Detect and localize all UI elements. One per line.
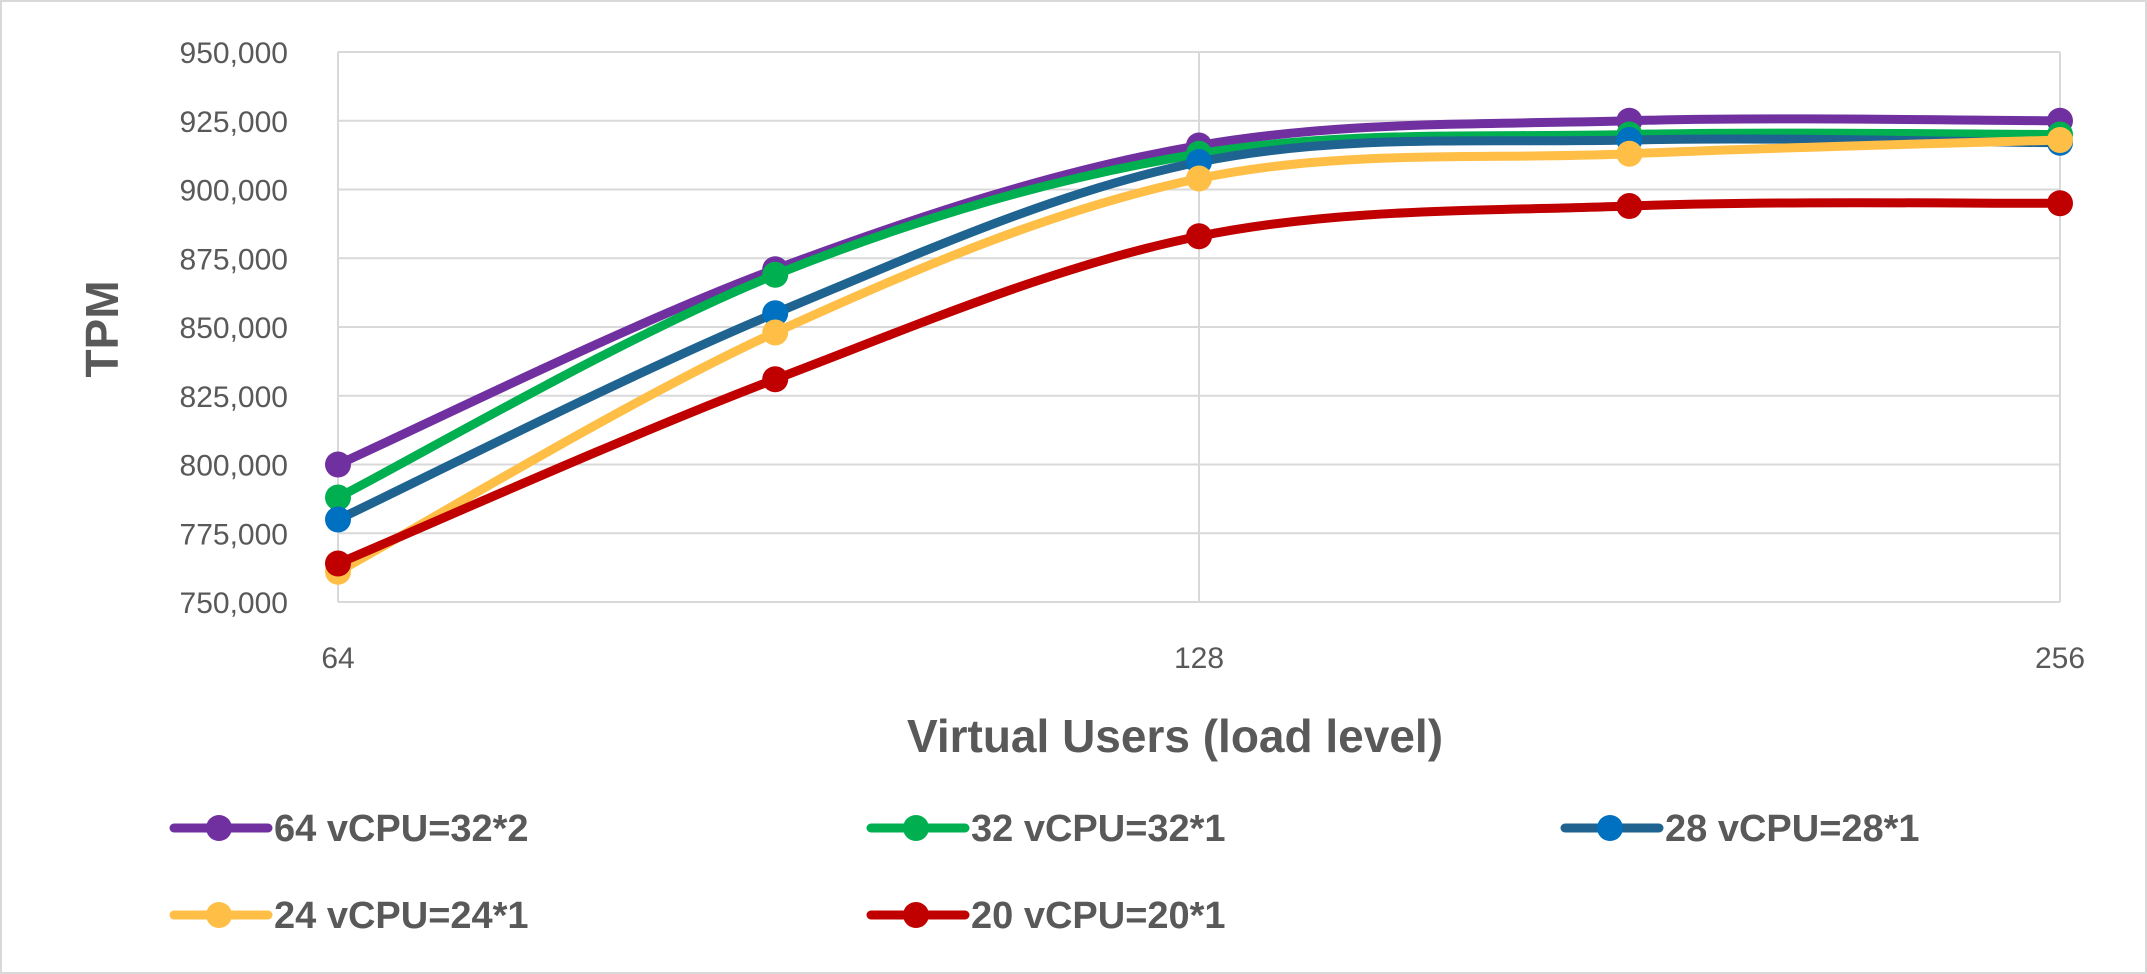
legend-marker <box>206 902 232 928</box>
data-point <box>1186 223 1212 250</box>
data-point <box>325 506 351 533</box>
data-point <box>2047 190 2073 217</box>
legend-label: 28 vCPU=28*1 <box>1665 808 1920 850</box>
y-tick-label: 825,000 <box>180 381 288 414</box>
legend-item: 64 vCPU=32*2 <box>169 808 529 850</box>
y-tick-label: 750,000 <box>180 587 288 620</box>
y-tick-label: 925,000 <box>180 106 288 139</box>
legend-marker <box>903 815 929 841</box>
series-4 <box>325 190 2073 577</box>
y-tick-label: 800,000 <box>180 450 288 483</box>
legend-item: 28 vCPU=28*1 <box>1560 808 1920 850</box>
y-tick-label: 775,000 <box>180 518 288 551</box>
data-point <box>1616 193 1643 219</box>
data-point <box>762 366 789 393</box>
y-tick-label: 875,000 <box>180 243 288 276</box>
data-point <box>325 484 351 511</box>
data-point <box>1616 140 1643 167</box>
y-tick-label: 950,000 <box>180 37 288 70</box>
legend-marker <box>206 815 232 841</box>
legend-label: 20 vCPU=20*1 <box>971 895 1226 937</box>
legend-label: 32 vCPU=32*1 <box>971 808 1226 850</box>
legend-item: 24 vCPU=24*1 <box>169 895 529 937</box>
y-axis-title: TPM <box>76 280 128 377</box>
y-tick-label: 850,000 <box>180 312 288 345</box>
legend-marker <box>1597 815 1623 841</box>
legend-label: 24 vCPU=24*1 <box>274 895 529 937</box>
x-axis-title: Virtual Users (load level) <box>907 710 1443 762</box>
legend-marker <box>903 902 929 928</box>
legend-item: 20 vCPU=20*1 <box>866 895 1226 937</box>
legend-label: 64 vCPU=32*2 <box>274 808 529 850</box>
x-tick-label: 256 <box>2035 642 2085 675</box>
x-tick-label: 128 <box>1174 642 1224 675</box>
y-tick-label: 900,000 <box>180 175 288 208</box>
data-point <box>325 550 351 577</box>
series-lines <box>325 107 2073 585</box>
x-tick-label: 64 <box>321 642 354 675</box>
data-point <box>1186 165 1212 192</box>
data-point <box>2047 127 2073 153</box>
data-point <box>762 261 789 288</box>
series-3 <box>325 127 2073 585</box>
data-point <box>325 451 351 478</box>
y-axis-ticks: 750,000 775,000 800,000 825,000 850,000 875,0… <box>180 37 288 620</box>
data-point <box>762 300 789 327</box>
x-axis-ticks: 64 128 256 <box>321 642 2085 675</box>
gridlines <box>337 51 2061 603</box>
data-point <box>762 319 789 346</box>
legend-item: 32 vCPU=32*1 <box>866 808 1226 850</box>
legend: 64 vCPU=32*2 32 vCPU=32*1 28 vCPU=28*1 24 v… <box>169 808 1920 937</box>
